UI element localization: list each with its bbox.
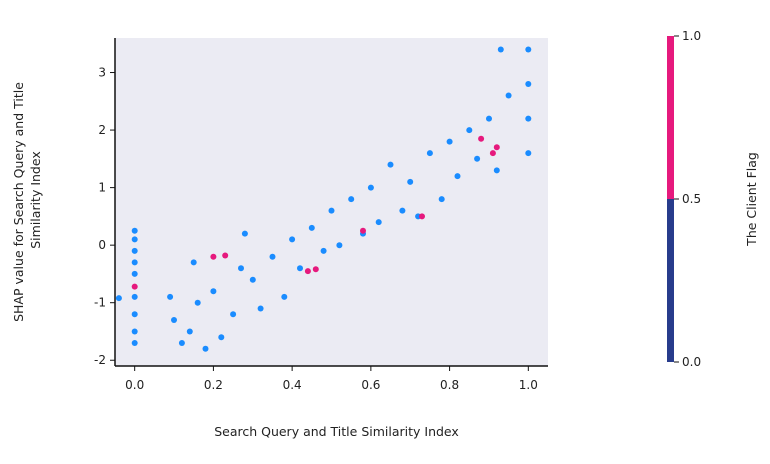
colorbar-low-segment: [667, 199, 674, 362]
data-point: [131, 293, 138, 300]
data-point: [367, 184, 374, 191]
data-point: [438, 196, 445, 203]
data-point: [257, 305, 264, 312]
data-point: [230, 311, 237, 318]
x-axis-ticks: 0.0 0.2 0.4 0.6 0.8 1.0: [125, 366, 538, 392]
data-point: [289, 236, 296, 243]
y-tick-label: 2: [98, 123, 106, 137]
data-point: [466, 127, 473, 134]
data-point: [131, 259, 138, 266]
x-tick-label: 0.6: [361, 378, 380, 392]
data-point: [131, 247, 138, 254]
data-point: [348, 196, 355, 203]
data-point: [131, 270, 138, 277]
colorbar-high-segment: [667, 36, 674, 199]
data-point: [525, 150, 532, 157]
data-point: [131, 340, 138, 346]
data-point: [419, 213, 425, 220]
data-point: [297, 265, 303, 272]
data-point: [222, 252, 229, 259]
y-axis-label-line-1: SHAP value for Search Query and Title: [11, 82, 26, 322]
data-point: [178, 340, 185, 346]
data-point: [525, 46, 532, 53]
y-axis-ticks: -2 -1 0 1 2 3: [94, 66, 115, 367]
x-tick-label: 1.0: [519, 378, 538, 392]
data-point: [478, 135, 485, 142]
x-tick-label: 0.2: [204, 378, 223, 392]
data-point: [328, 207, 335, 214]
data-point: [493, 167, 500, 174]
data-point: [131, 227, 138, 234]
data-point: [281, 293, 288, 300]
data-point: [308, 224, 315, 231]
data-point: [497, 46, 504, 53]
y-axis-label: SHAP value for Search Query and Title Si…: [11, 78, 43, 322]
data-point: [493, 144, 500, 151]
data-point: [238, 265, 244, 272]
data-point: [387, 161, 394, 168]
data-point: [131, 236, 138, 243]
colorbar-tick-label: 1.0: [682, 29, 701, 43]
data-point: [218, 334, 225, 341]
data-point: [202, 345, 209, 352]
data-point: [210, 253, 217, 260]
data-point: [336, 242, 343, 249]
colorbar-tick-label: 0.0: [682, 355, 701, 369]
data-point: [186, 328, 193, 335]
data-point: [210, 288, 217, 295]
x-tick-label: 0.8: [440, 378, 459, 392]
data-point: [249, 276, 256, 283]
data-point: [489, 150, 496, 157]
y-tick-label: 3: [98, 66, 106, 80]
data-point: [131, 283, 138, 290]
data-point: [399, 207, 406, 214]
data-point: [190, 259, 197, 266]
data-point: [505, 92, 512, 99]
data-point: [131, 311, 138, 318]
data-point: [167, 293, 174, 300]
data-point: [171, 317, 177, 323]
y-tick-label: 0: [98, 238, 106, 252]
y-axis-label-line-2: Similarity Index: [28, 151, 43, 249]
colorbar-ticks: 0.0 0.5 1.0: [674, 29, 701, 369]
colorbar: 0.0 0.5 1.0 The Client Flag: [667, 29, 759, 369]
data-point: [525, 115, 532, 122]
data-point: [525, 81, 532, 87]
x-axis-label: Search Query and Title Similarity Index: [214, 424, 459, 439]
data-point: [320, 247, 327, 254]
y-tick-label: 1: [98, 181, 106, 195]
data-point: [360, 227, 366, 234]
x-tick-label: 0.0: [125, 378, 144, 392]
data-point: [454, 173, 461, 180]
x-tick-label: 0.4: [283, 378, 302, 392]
colorbar-label: The Client Flag: [744, 152, 759, 247]
data-point: [375, 219, 382, 226]
scatter-points: [115, 46, 532, 352]
y-tick-label: -1: [94, 296, 106, 310]
data-point: [486, 115, 492, 122]
data-point: [426, 150, 433, 157]
data-point: [312, 266, 319, 273]
y-tick-label: -2: [94, 353, 106, 367]
data-point: [304, 268, 311, 275]
data-point: [446, 138, 453, 145]
colorbar-tick-label: 0.5: [682, 192, 701, 206]
data-point: [115, 295, 122, 302]
data-point: [131, 328, 138, 335]
data-point: [407, 178, 414, 185]
data-point: [269, 253, 276, 260]
plot-area: [115, 38, 548, 366]
data-point: [241, 230, 248, 237]
data-point: [194, 299, 201, 306]
data-point: [474, 155, 481, 162]
